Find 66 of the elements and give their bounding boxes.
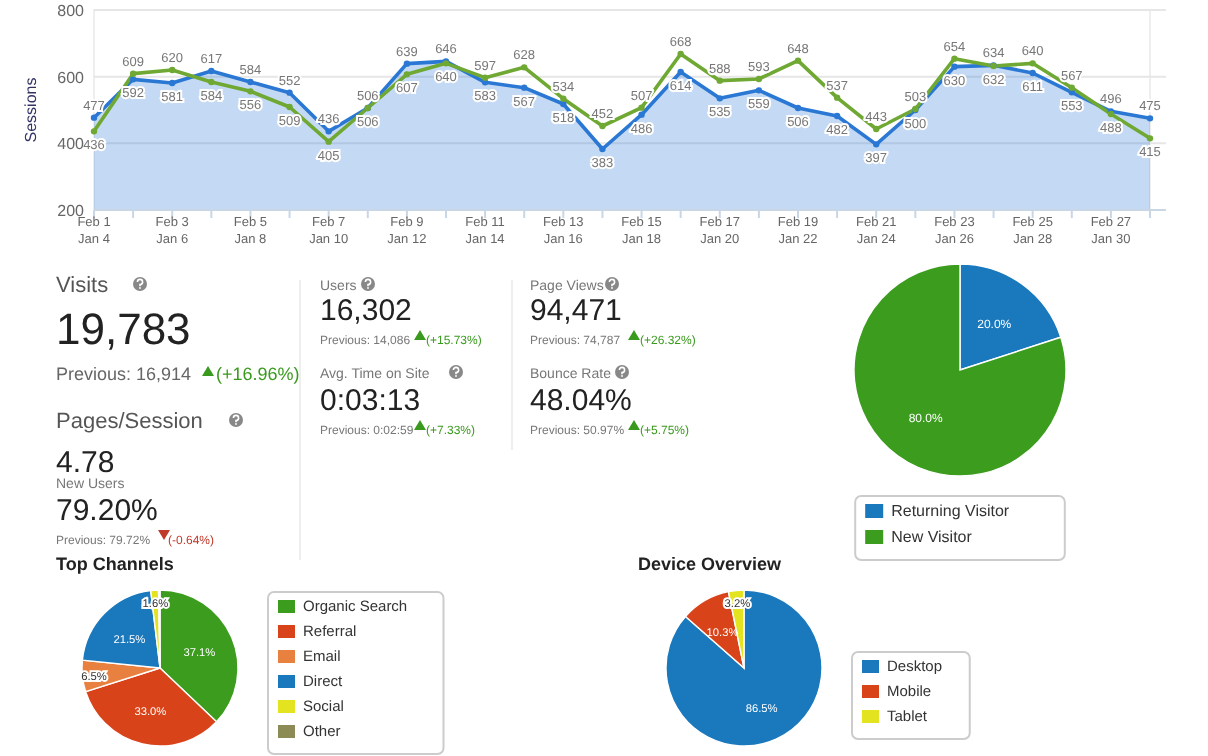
point [716, 77, 723, 84]
text: 48.04% [530, 384, 632, 418]
pie-slice [665, 589, 823, 747]
text: 4.78 [56, 446, 115, 480]
point [169, 66, 176, 74]
point [599, 122, 606, 130]
point [208, 67, 215, 75]
point [129, 70, 137, 77]
point [755, 75, 763, 83]
point [638, 104, 645, 111]
point [677, 50, 684, 58]
pie-slice [853, 263, 1067, 477]
y-axis-title: Sessions [22, 77, 40, 143]
point [560, 100, 567, 108]
y-tick-label: 200 [57, 202, 86, 220]
text: Previous: 16,914 [56, 364, 192, 384]
legend-label: New Visitor [891, 528, 973, 546]
y-tick-label: 800 [57, 2, 86, 20]
point [716, 95, 723, 102]
point [521, 64, 528, 71]
point [1029, 60, 1036, 67]
text: 16,302 [320, 294, 412, 328]
point [833, 94, 841, 101]
point [325, 128, 332, 135]
point [833, 112, 841, 120]
point [403, 60, 411, 67]
chart-title: Top Channels [56, 554, 174, 574]
point [90, 128, 98, 135]
point [247, 78, 254, 86]
point [599, 145, 606, 153]
point [794, 104, 802, 112]
point [1146, 115, 1154, 122]
point [1029, 69, 1036, 77]
text: Pages/Session [56, 410, 203, 434]
chart-title: Device Overview [638, 554, 784, 574]
point [755, 87, 763, 94]
point [1068, 84, 1075, 91]
point [1146, 135, 1154, 142]
text: 94,471 [530, 294, 622, 328]
y-tick-label: 400 [57, 135, 86, 154]
point [208, 78, 215, 86]
legend-label: Returning Visitor [891, 502, 1010, 520]
point [90, 114, 98, 121]
point [794, 57, 802, 64]
text: (+16.96%) [216, 364, 300, 384]
point [677, 68, 684, 76]
point [403, 71, 411, 78]
text: Visits [56, 274, 110, 298]
point [873, 141, 880, 148]
point [129, 76, 137, 83]
point [521, 84, 528, 91]
point [325, 138, 332, 145]
point [247, 88, 254, 95]
y-tick-label: 600 [57, 68, 86, 87]
point [481, 74, 489, 81]
text: 0:03:13 [320, 384, 421, 418]
point [951, 63, 958, 70]
point [286, 89, 293, 96]
point [951, 55, 958, 62]
text: 79.20% [56, 494, 158, 528]
text: 19,783 [56, 304, 191, 354]
point [169, 79, 176, 87]
point [286, 103, 293, 111]
point [873, 125, 880, 133]
point [560, 95, 567, 102]
point [638, 111, 645, 118]
